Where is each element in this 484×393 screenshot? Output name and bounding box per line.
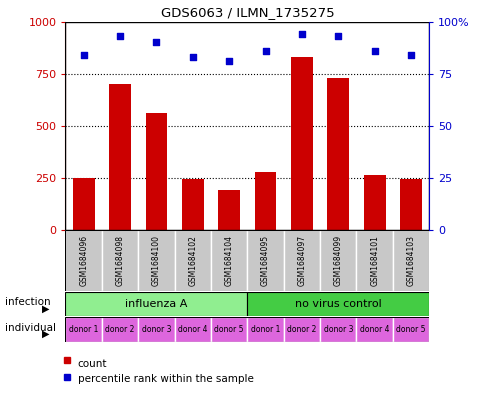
Bar	[283, 230, 319, 291]
Point	[333, 33, 341, 39]
Text: GSM1684100: GSM1684100	[151, 235, 161, 286]
Bar	[399, 179, 421, 230]
Bar	[247, 317, 283, 342]
Bar	[319, 317, 356, 342]
Text: donor 2: donor 2	[287, 325, 316, 334]
Bar	[65, 230, 102, 291]
Point	[370, 48, 378, 54]
Bar	[290, 57, 312, 230]
Point	[152, 39, 160, 46]
Bar	[247, 292, 428, 316]
Bar	[145, 113, 167, 230]
Bar	[102, 317, 138, 342]
Text: GSM1684104: GSM1684104	[224, 235, 233, 286]
Bar	[109, 84, 131, 230]
Bar	[356, 317, 392, 342]
Text: donor 3: donor 3	[323, 325, 352, 334]
Text: GSM1684103: GSM1684103	[406, 235, 415, 286]
Point	[116, 33, 123, 39]
Text: ▶: ▶	[42, 329, 50, 339]
Bar	[174, 317, 211, 342]
Bar	[138, 230, 174, 291]
Text: donor 5: donor 5	[214, 325, 243, 334]
Point	[406, 52, 414, 58]
Text: GSM1684102: GSM1684102	[188, 235, 197, 286]
Bar	[65, 22, 428, 230]
Bar	[211, 317, 247, 342]
Bar	[247, 230, 283, 291]
Text: donor 3: donor 3	[141, 325, 171, 334]
Point	[188, 54, 197, 60]
Bar	[73, 178, 94, 230]
Text: influenza A: influenza A	[125, 299, 187, 309]
Text: GSM1684095: GSM1684095	[260, 235, 270, 286]
Bar	[327, 78, 348, 230]
Text: count: count	[77, 358, 107, 369]
Bar	[65, 292, 247, 316]
Bar	[211, 230, 247, 291]
Text: donor 4: donor 4	[359, 325, 389, 334]
Title: GDS6063 / ILMN_1735275: GDS6063 / ILMN_1735275	[160, 6, 333, 19]
Bar	[174, 230, 211, 291]
Bar	[392, 230, 428, 291]
Text: donor 1: donor 1	[69, 325, 98, 334]
Text: GSM1684099: GSM1684099	[333, 235, 342, 286]
Bar	[283, 317, 319, 342]
Text: ▶: ▶	[42, 304, 50, 314]
Text: donor 4: donor 4	[178, 325, 207, 334]
Bar	[65, 317, 102, 342]
Bar	[182, 179, 203, 230]
Text: no virus control: no virus control	[294, 299, 381, 309]
Point	[225, 58, 232, 64]
Text: percentile rank within the sample: percentile rank within the sample	[77, 374, 253, 384]
Bar	[138, 317, 174, 342]
Point	[79, 52, 87, 58]
Bar	[356, 230, 392, 291]
Bar	[363, 175, 385, 230]
Text: GSM1684096: GSM1684096	[79, 235, 88, 286]
Text: individual: individual	[5, 323, 56, 332]
Text: donor 5: donor 5	[395, 325, 425, 334]
Bar	[102, 230, 138, 291]
Text: GSM1684101: GSM1684101	[369, 235, 378, 286]
Bar	[254, 172, 276, 230]
Bar	[218, 190, 240, 230]
Point	[297, 31, 305, 37]
Text: GSM1684098: GSM1684098	[115, 235, 124, 286]
Text: infection: infection	[5, 297, 50, 307]
Text: donor 1: donor 1	[250, 325, 280, 334]
Text: donor 2: donor 2	[105, 325, 135, 334]
Bar	[319, 230, 356, 291]
Point	[261, 48, 269, 54]
Text: GSM1684097: GSM1684097	[297, 235, 306, 286]
Bar	[392, 317, 428, 342]
